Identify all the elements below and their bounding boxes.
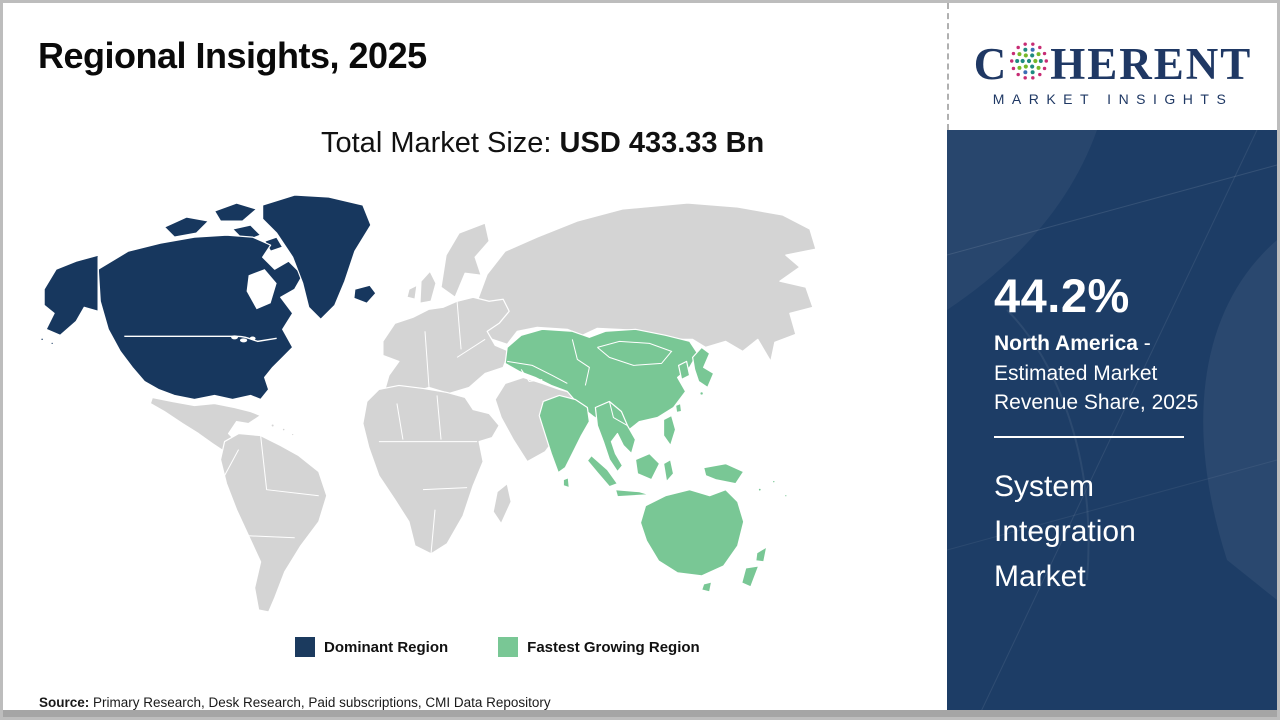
source-text: Primary Research, Desk Research, Paid su… [89, 695, 551, 710]
fastest-growing-region-label: Fastest Growing Region [527, 638, 700, 656]
world-map-svg [40, 194, 817, 613]
dominant-region-swatch [295, 637, 315, 657]
source-label: Source: [39, 695, 90, 710]
market-share-desc-rest: - Estimated Market Revenue Share, 2025 [994, 332, 1199, 414]
map-hudson-bay [231, 269, 277, 343]
bottom-bar [3, 710, 1277, 717]
world-map [36, 189, 818, 627]
page-title: Regional Insights, 2025 [38, 35, 427, 76]
market-share-region: North America [994, 332, 1138, 355]
panel-map-texture [947, 130, 1277, 717]
panel-divider [994, 435, 1184, 438]
total-market-size: Total Market Size: USD 433.33 Bn [321, 127, 764, 160]
main-area: Regional Insights, 2025 Total Market Siz… [3, 3, 947, 717]
stat-panel-content: 44.2% North America - Estimated Market R… [947, 130, 1277, 599]
brand-logo-wordmark: C HERENT [974, 40, 1253, 88]
source-line: Source: Primary Research, Desk Research,… [39, 695, 551, 710]
stat-panel: 44.2% North America - Estimated Market R… [947, 130, 1277, 717]
brand-logo: C HERENT MARKET INSIGHTS [947, 3, 1277, 130]
dominant-region-label: Dominant Region [324, 638, 449, 656]
legend-item-fastest-growing: Fastest Growing Region [498, 637, 700, 657]
brand-logo-subtitle: MARKET INSIGHTS [992, 91, 1234, 107]
map-region-other [149, 202, 817, 613]
market-share-description: North America - Estimated Market Revenue… [994, 329, 1247, 418]
map-region-north-america [40, 194, 377, 401]
legend-item-dominant: Dominant Region [295, 637, 448, 657]
total-market-size-label: Total Market Size: [321, 127, 560, 159]
map-region-asia-pacific [504, 328, 788, 593]
market-share-value: 44.2% [994, 269, 1130, 322]
coherent-globe-icon [1009, 41, 1049, 89]
sidebar: C HERENT MARKET INSIGHTS [947, 3, 1277, 717]
total-market-size-value: USD 433.33 Bn [559, 127, 765, 159]
logo-letters-herent: HERENT [1050, 38, 1253, 89]
legend: Dominant Region Fastest Growing Region [295, 637, 700, 657]
map-asia-borders [507, 339, 673, 426]
market-name: System Integration Market [994, 469, 1136, 593]
fastest-growing-region-swatch [498, 637, 519, 657]
logo-letter-c: C [973, 38, 1009, 89]
